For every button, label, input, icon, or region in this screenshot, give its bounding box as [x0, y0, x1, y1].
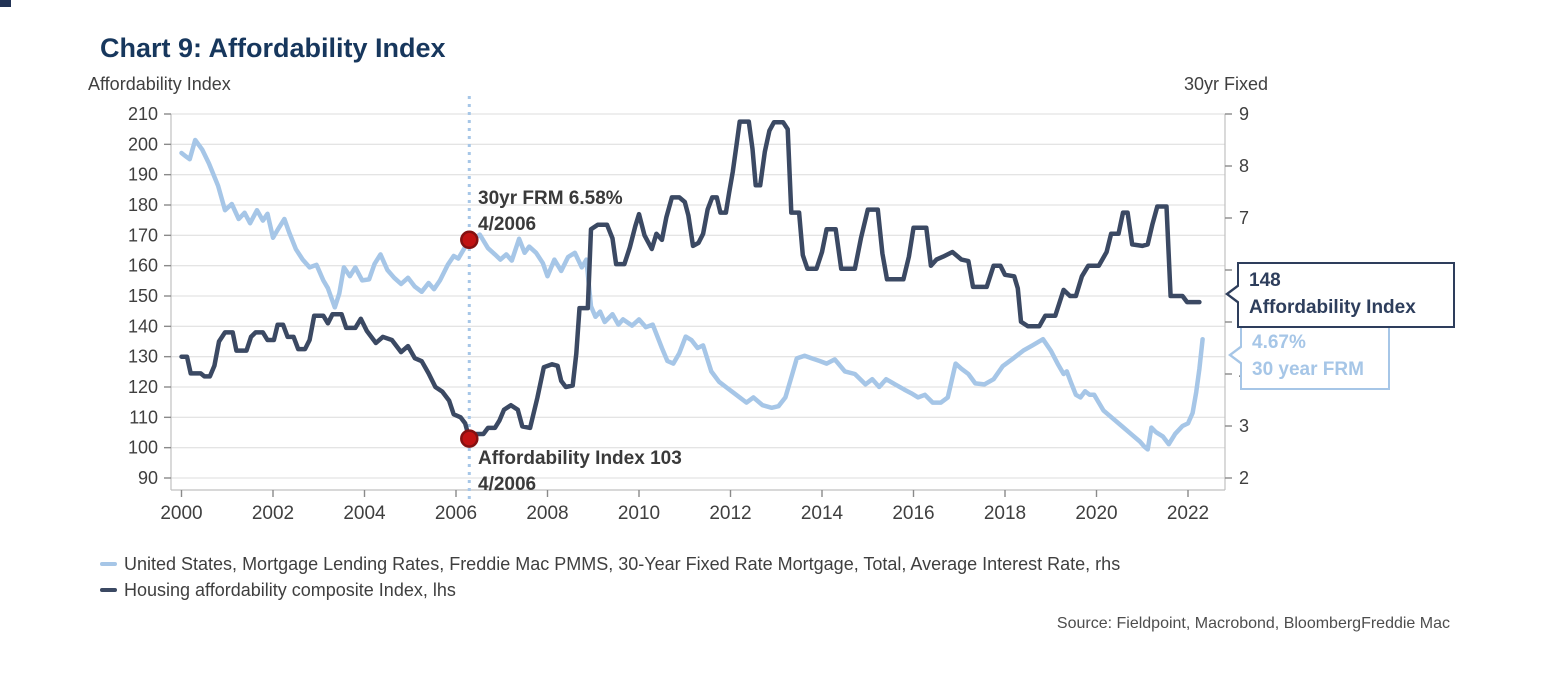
callout-frm-label: 30 year FRM [1252, 359, 1364, 380]
callout-pointer-fill [1232, 346, 1244, 364]
left-axis-title: Affordability Index [88, 74, 231, 94]
affordability-index-line [179, 119, 1202, 441]
x-axis-tick-label: 2000 [160, 503, 202, 524]
right-axis-title: 30yr Fixed [1183, 74, 1268, 94]
left-axis-tick-label: 90 [138, 468, 158, 488]
corner-artifact [0, 0, 11, 7]
event-marker-dot [460, 230, 479, 250]
x-axis-tick-label: 2014 [801, 503, 844, 524]
annotation-affordability-line2: 4/2006 [478, 474, 537, 495]
left-axis-tick-label: 190 [128, 165, 158, 185]
left-axis-tick-label: 100 [128, 438, 158, 458]
callout-pointer-fill [1229, 285, 1241, 303]
left-axis-tick-label: 110 [129, 407, 158, 427]
callout-affordability-index: 148 Affordability Index [1225, 262, 1455, 328]
x-axis-tick-label: 2018 [984, 503, 1026, 524]
x-axis-tick-label: 2016 [892, 503, 934, 524]
left-axis-tick-label: 210 [128, 104, 158, 124]
left-axis-tick-label: 140 [128, 316, 158, 336]
left-axis-tick-label: 170 [128, 225, 158, 245]
callout-frm-value: 4.67% [1252, 332, 1306, 353]
right-axis-tick-label: 8 [1239, 156, 1249, 176]
source-note: Source: Fieldpoint, Macrobond, Bloomberg… [1056, 615, 1450, 632]
annotation-frm-line1: 30yr FRM 6.58% [478, 188, 623, 209]
x-axis-tick-label: 2020 [1075, 503, 1117, 524]
left-axis-tick-label: 120 [128, 377, 158, 397]
legend-label-mortgage-rate: United States, Mortgage Lending Rates, F… [124, 553, 1121, 574]
legend-item-mortgage-rate: United States, Mortgage Lending Rates, F… [100, 551, 1120, 577]
annotation-affordability: Affordability Index 103 4/2006 [478, 446, 682, 498]
callout-affordability-value: 148 [1249, 270, 1281, 291]
legend-label-affordability: Housing affordability composite Index, l… [124, 579, 456, 600]
legend: United States, Mortgage Lending Rates, F… [100, 551, 1120, 603]
right-axis-tick-label: 7 [1239, 208, 1249, 228]
callout-30yr-frm: 4.67% 30 year FRM [1228, 324, 1390, 390]
right-axis-tick-label: 3 [1239, 416, 1249, 436]
left-axis-tick-label: 200 [128, 134, 158, 154]
annotation-frm-line2: 4/2006 [478, 214, 537, 235]
x-axis-tick-label: 2012 [709, 503, 751, 524]
callout-affordability-label: Affordability Index [1249, 297, 1416, 318]
x-axis-tick-label: 2006 [435, 503, 477, 524]
x-axis-tick-label: 2022 [1167, 503, 1209, 524]
x-axis-tick-label: 2008 [526, 503, 568, 524]
event-marker-dot [460, 429, 479, 448]
legend-marker-affordability [100, 588, 117, 592]
right-axis-tick-label: 2 [1239, 468, 1249, 488]
right-axis-tick-label: 9 [1239, 104, 1249, 124]
x-axis-tick-label: 2002 [252, 503, 294, 524]
left-axis-tick-label: 150 [128, 286, 158, 306]
left-axis-tick-label: 160 [128, 256, 158, 276]
left-axis-tick-label: 180 [128, 195, 158, 215]
legend-item-affordability: Housing affordability composite Index, l… [100, 577, 1120, 603]
mortgage-rate-line [179, 137, 1205, 452]
x-axis-tick-label: 2010 [618, 503, 660, 524]
annotation-affordability-line1: Affordability Index 103 [478, 448, 682, 469]
legend-marker-mortgage-rate [100, 562, 117, 566]
chart-title: Chart 9: Affordability Index [100, 33, 446, 63]
annotation-frm: 30yr FRM 6.58% 4/2006 [478, 186, 623, 238]
left-axis-tick-label: 130 [128, 347, 158, 367]
x-axis-tick-label: 2004 [343, 503, 386, 524]
